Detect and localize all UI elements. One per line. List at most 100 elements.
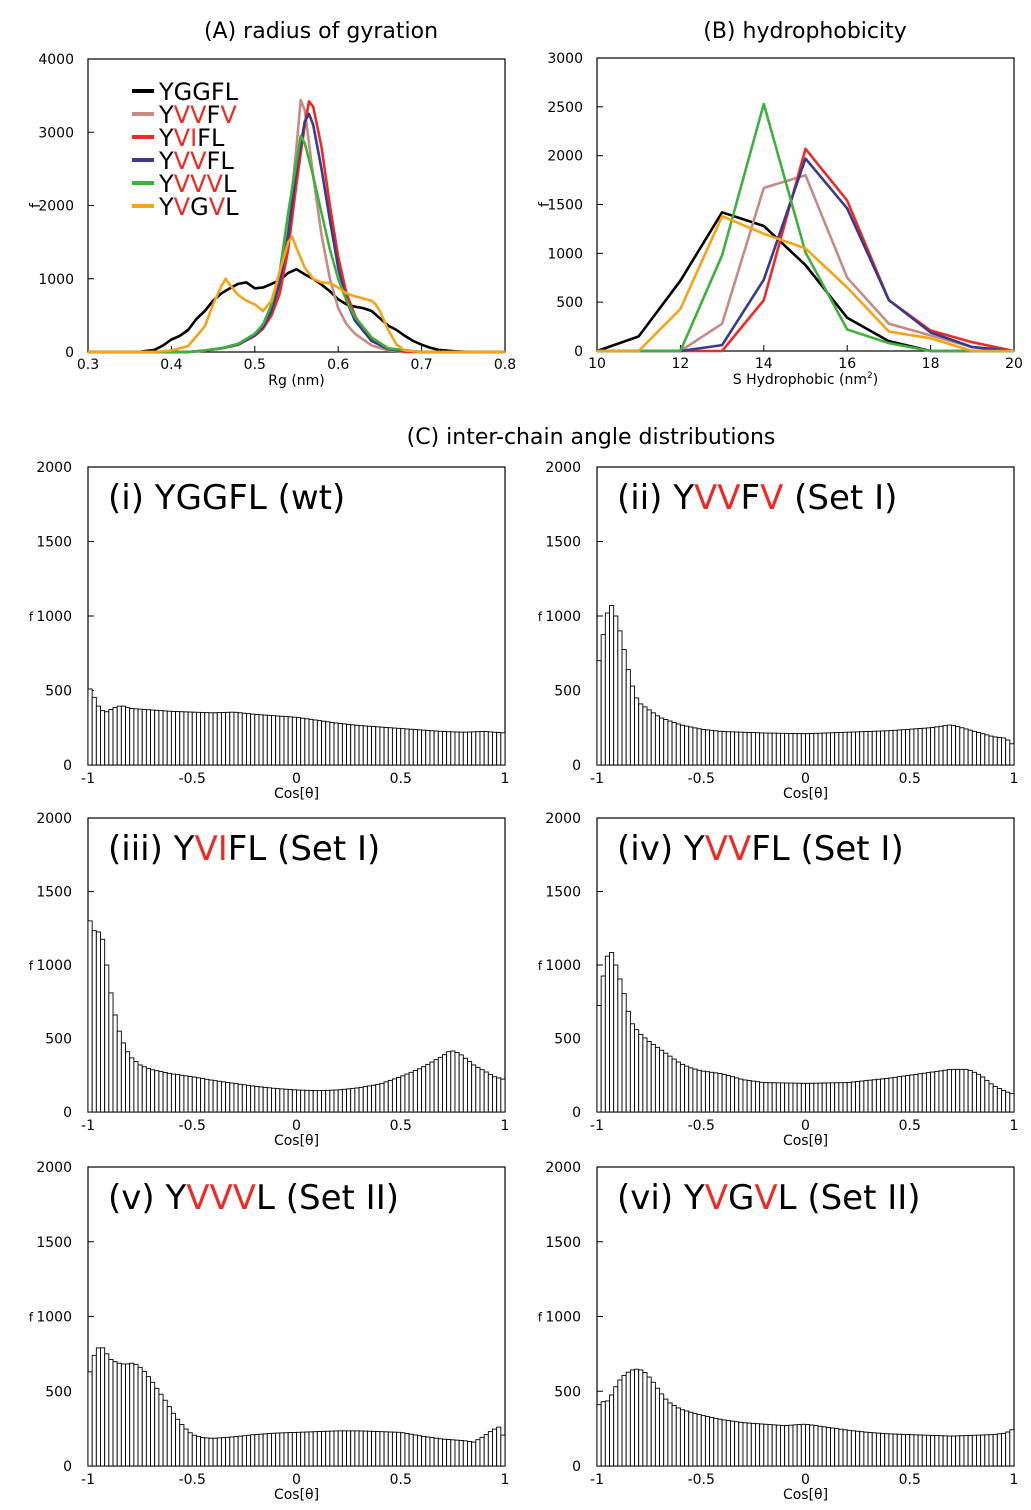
histogram-bar bbox=[437, 1056, 443, 1113]
x-axis-label: Cos[θ] bbox=[274, 786, 319, 802]
histogram-bar bbox=[859, 731, 865, 766]
histogram-bar bbox=[688, 1411, 694, 1467]
histogram-bar bbox=[425, 1063, 431, 1113]
panel-c-i: -1 -0.5 0 0.5 1 0 500 1000 1500 2000 Cos[θ] f (i) YG… bbox=[29, 460, 510, 802]
histogram-bar bbox=[200, 712, 206, 766]
histogram-bar bbox=[446, 731, 452, 766]
histogram-bar bbox=[700, 1415, 706, 1467]
histogram-bar bbox=[329, 1430, 335, 1467]
x-axis-label: S Hydrophobic (nm2) bbox=[733, 371, 878, 388]
histogram-bar bbox=[905, 1075, 911, 1113]
histogram-bar bbox=[729, 731, 736, 766]
histogram-bar bbox=[275, 1432, 281, 1467]
histogram-bar bbox=[609, 605, 615, 766]
histogram-bar bbox=[312, 719, 318, 766]
histogram-bar bbox=[304, 1089, 310, 1113]
x-tick-label: 0 bbox=[292, 771, 301, 787]
histogram-bar bbox=[246, 713, 252, 766]
histogram-bar bbox=[266, 714, 272, 766]
histogram-bar bbox=[671, 1058, 677, 1113]
y-tick-label: 1000 bbox=[38, 272, 74, 288]
legend-letter: I bbox=[190, 124, 197, 152]
histogram-bar bbox=[471, 1064, 477, 1113]
histogram-bar bbox=[291, 1431, 297, 1467]
histogram-bar bbox=[275, 1088, 281, 1113]
y-axis-label: f bbox=[28, 202, 44, 208]
histogram-bar bbox=[375, 1083, 381, 1113]
histogram-bar bbox=[279, 1088, 285, 1113]
histogram-bar bbox=[362, 725, 368, 766]
histogram-bars bbox=[596, 605, 1015, 766]
x-tick-label: -1 bbox=[590, 1472, 604, 1488]
panel-title-prefix: (iii) Y bbox=[108, 829, 195, 869]
histogram-bar bbox=[433, 730, 439, 766]
histogram-bar bbox=[909, 1434, 915, 1467]
histogram-bar bbox=[992, 736, 998, 766]
histogram-bar bbox=[825, 1082, 831, 1113]
histogram-bar bbox=[959, 1068, 965, 1113]
panel-c-iii: -1 -0.5 0 0.5 1 0 500 1000 1500 2000 Cos[θ] f (iii) … bbox=[29, 811, 510, 1149]
histogram-bar bbox=[792, 1424, 798, 1467]
histogram-bar bbox=[688, 726, 694, 766]
x-tick-label: -0.5 bbox=[688, 771, 715, 787]
x-tick-label: 16 bbox=[838, 356, 856, 372]
histogram-bar bbox=[321, 1090, 327, 1113]
histogram-bar bbox=[195, 1077, 202, 1113]
histogram-bar bbox=[229, 1082, 235, 1113]
histogram-bar bbox=[688, 1067, 694, 1113]
histogram-bar bbox=[162, 1399, 168, 1467]
legend-letter: L bbox=[211, 124, 225, 152]
histogram-bar bbox=[362, 1430, 368, 1467]
histogram-bar bbox=[884, 1077, 890, 1113]
legend-letter: L bbox=[225, 193, 239, 221]
x-tick-label: -1 bbox=[590, 771, 604, 787]
histogram-bar bbox=[675, 1061, 681, 1113]
panel-title: (iii) YVIFL (Set I) bbox=[108, 829, 380, 869]
histogram-bar bbox=[458, 1439, 464, 1467]
histogram-bar bbox=[479, 1069, 485, 1113]
histogram-bar bbox=[867, 1079, 873, 1113]
panel-title-suffix: (Set I) bbox=[790, 829, 904, 869]
histogram-bar bbox=[262, 714, 268, 766]
histogram-bar bbox=[925, 1434, 932, 1467]
x-tick-label: 0 bbox=[292, 1118, 301, 1134]
x-tick-label: 18 bbox=[922, 356, 940, 372]
histogram-bar bbox=[830, 732, 836, 766]
histogram-bar bbox=[892, 1076, 898, 1113]
histogram-bar bbox=[341, 1088, 347, 1113]
histogram-bar bbox=[996, 736, 1002, 766]
histogram-bar bbox=[634, 1368, 640, 1467]
histogram-bar bbox=[279, 1432, 285, 1467]
x-axis-label: Cos[θ] bbox=[783, 1133, 828, 1149]
histogram-bar bbox=[262, 1086, 268, 1113]
histogram-bar bbox=[237, 1083, 243, 1113]
histogram-bar bbox=[613, 615, 619, 766]
panel-title-residues: FL bbox=[228, 829, 267, 869]
x-tick-label: 0.8 bbox=[494, 357, 516, 373]
histogram-bar bbox=[262, 1433, 268, 1467]
histogram-bar bbox=[709, 1071, 715, 1113]
histogram-bar bbox=[500, 1434, 506, 1467]
panel-title-residues: L bbox=[778, 1178, 797, 1218]
y-axis-label: f bbox=[538, 959, 543, 973]
histogram-bar bbox=[125, 1051, 131, 1113]
y-tick-label: 0 bbox=[63, 758, 72, 774]
histogram-bar bbox=[767, 732, 773, 766]
histogram-bar bbox=[450, 1439, 456, 1467]
y-tick-label: 0 bbox=[574, 344, 583, 360]
histogram-bar bbox=[391, 727, 398, 766]
histogram-bar bbox=[817, 1082, 823, 1113]
histogram-bar bbox=[254, 714, 260, 766]
x-tick-label: 1 bbox=[1010, 1472, 1019, 1488]
histogram-bar bbox=[800, 1423, 806, 1467]
x-tick-label: 1 bbox=[501, 771, 510, 787]
histogram-bar bbox=[467, 731, 473, 766]
legend-letter: V bbox=[174, 193, 191, 221]
legend-label-yvgvl: YVGVL bbox=[158, 193, 239, 221]
histogram-bar bbox=[892, 729, 898, 766]
histogram-bar bbox=[321, 1430, 327, 1467]
histogram-bar bbox=[375, 726, 381, 766]
histogram-bar bbox=[625, 1371, 631, 1467]
panel-title-prefix: (iv) Y bbox=[617, 829, 705, 869]
